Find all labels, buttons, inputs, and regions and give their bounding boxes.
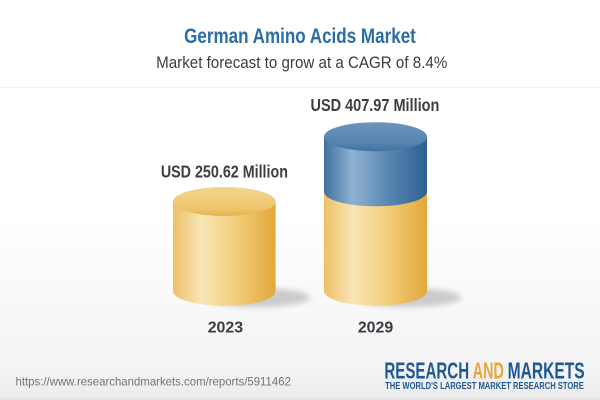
svg-text:https://www.researchandmarkets: https://www.researchandmarkets.com/repor… — [16, 376, 291, 388]
svg-text:RESEARCH: RESEARCH — [384, 358, 469, 384]
svg-text:AND: AND — [473, 359, 504, 384]
svg-text:THE WORLD'S LARGEST MARKET RES: THE WORLD'S LARGEST MARKET RESEARCH STOR… — [385, 380, 584, 391]
svg-text:MARKETS: MARKETS — [508, 359, 585, 385]
svg-text:Market forecast to grow at a C: Market forecast to grow at a CAGR of 8.4… — [156, 54, 447, 72]
svg-text:German Amino Acids Market: German Amino Acids Market — [184, 26, 416, 49]
svg-text:2023: 2023 — [208, 320, 244, 337]
svg-text:2029: 2029 — [358, 320, 394, 337]
svg-text:USD 250.62 Million: USD 250.62 Million — [161, 162, 288, 182]
svg-text:USD 407.97 Million: USD 407.97 Million — [310, 96, 439, 116]
